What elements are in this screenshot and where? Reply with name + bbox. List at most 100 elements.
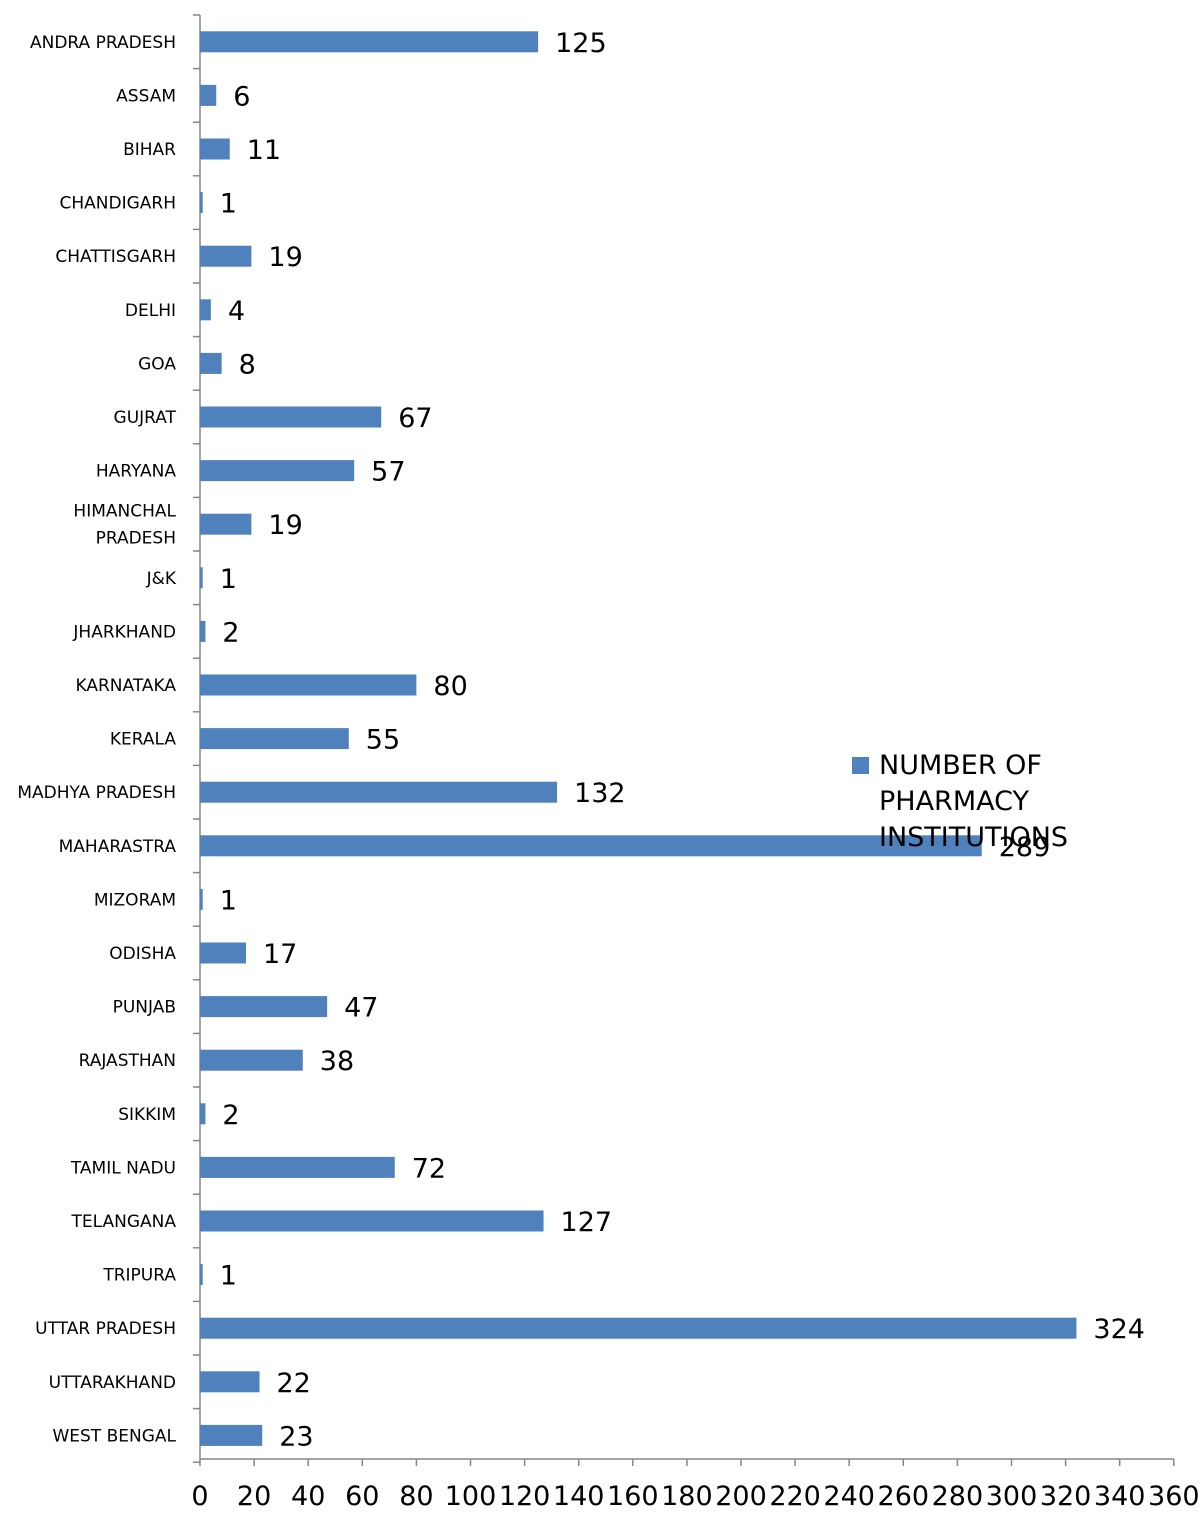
category-label: DELHI [125, 301, 176, 321]
x-tick-label: 260 [878, 1481, 930, 1512]
x-tick-label: 160 [607, 1481, 659, 1512]
category-label: KARNATAKA [76, 676, 177, 696]
bar [200, 728, 349, 750]
data-label: 17 [263, 939, 297, 970]
data-label: 67 [398, 403, 432, 434]
category-label: J&K [146, 569, 177, 589]
category-label-line: UTTAR PRADESH [35, 1319, 176, 1339]
category-label: ASSAM [116, 86, 176, 106]
bar [200, 1317, 1077, 1339]
data-label: 19 [268, 510, 302, 541]
category-label: JHARKHAND [72, 622, 176, 642]
category-label: ANDRA PRADESH [30, 33, 176, 53]
data-label: 80 [433, 671, 467, 702]
data-label: 132 [574, 778, 626, 809]
category-label-line: ANDRA PRADESH [30, 33, 176, 53]
data-label: 55 [366, 725, 400, 756]
bar [200, 352, 222, 374]
data-label: 2 [222, 617, 239, 648]
bar [200, 942, 246, 964]
bar [200, 192, 203, 214]
x-tick-label: 220 [769, 1481, 821, 1512]
data-label: 38 [320, 1046, 354, 1077]
category-label-line: TRIPURA [102, 1266, 176, 1286]
category-label: BIHAR [123, 140, 176, 160]
category-label: KERALA [110, 730, 177, 750]
data-label: 6 [233, 81, 250, 112]
category-label-line: J&K [146, 569, 177, 589]
category-label-line: HIMANCHAL [73, 502, 176, 522]
data-label: 19 [268, 242, 302, 273]
bar [200, 996, 328, 1018]
category-label-line: DELHI [125, 301, 176, 321]
x-tick-label: 280 [932, 1481, 984, 1512]
data-label: 72 [412, 1153, 446, 1184]
x-tick-label: 80 [399, 1481, 433, 1512]
category-label: CHANDIGARH [59, 194, 176, 214]
data-label: 1 [220, 564, 237, 595]
legend-label-line-1: NUMBER OF PHARMACY [879, 750, 1042, 817]
data-label: 4 [228, 296, 245, 327]
category-label: CHATTISGARH [55, 247, 176, 267]
x-tick-label: 100 [445, 1481, 497, 1512]
category-label-line: HARYANA [96, 462, 177, 482]
bar [200, 835, 982, 857]
data-label: 8 [239, 349, 256, 380]
category-label: MADHYA PRADESH [17, 783, 176, 803]
category-label: HIMANCHAL PRADESH [73, 502, 176, 549]
category-label-line: UTTARAKHAND [49, 1373, 176, 1393]
category-label-line: GOA [138, 354, 176, 374]
data-label: 125 [555, 28, 607, 59]
legend-label: NUMBER OF PHARMACY INSTITUTIONS [879, 748, 1198, 856]
x-tick-label: 320 [1040, 1481, 1092, 1512]
bar [200, 460, 355, 482]
bar [200, 1264, 203, 1286]
data-label: 1 [220, 885, 237, 916]
bar [200, 1156, 395, 1178]
data-label: 127 [561, 1207, 613, 1238]
data-label: 47 [344, 993, 378, 1024]
x-tick-label: 300 [986, 1481, 1038, 1512]
category-label-line: ASSAM [116, 86, 176, 106]
category-label-line: BIHAR [123, 140, 176, 160]
category-label: MAHARASTRA [59, 837, 177, 857]
bar [200, 1371, 260, 1393]
x-tick-label: 40 [291, 1481, 325, 1512]
bar [200, 567, 203, 589]
x-tick-label: 20 [237, 1481, 271, 1512]
bar [200, 245, 252, 267]
category-label: PUNJAB [113, 998, 176, 1018]
data-label: 23 [279, 1421, 313, 1452]
category-label: UTTARAKHAND [49, 1373, 176, 1393]
x-tick-label: 240 [823, 1481, 875, 1512]
category-label: RAJASTHAN [79, 1051, 176, 1071]
category-label-line: PUNJAB [113, 998, 176, 1018]
category-label-line: KARNATAKA [76, 676, 177, 696]
data-label: 1 [220, 189, 237, 220]
x-tick-label: 140 [553, 1481, 605, 1512]
category-label-line: KERALA [110, 730, 177, 750]
bar [200, 781, 558, 803]
x-tick-label: 180 [661, 1481, 713, 1512]
category-label-line: WEST BENGAL [52, 1426, 176, 1446]
category-label: WEST BENGAL [52, 1426, 176, 1446]
category-label: ODISHA [109, 944, 176, 964]
bar [200, 1103, 206, 1125]
x-tick-label: 360 [1148, 1481, 1200, 1512]
category-label: TAMIL NADU [70, 1158, 176, 1178]
data-label: 11 [247, 135, 281, 166]
category-label-line: MAHARASTRA [59, 837, 177, 857]
category-label-line: CHANDIGARH [59, 194, 176, 214]
bar [200, 674, 417, 696]
category-label-line: RAJASTHAN [79, 1051, 176, 1071]
x-tick-label: 60 [345, 1481, 379, 1512]
bar [200, 1210, 544, 1232]
data-label: 289 [999, 832, 1051, 863]
legend-swatch [852, 757, 869, 774]
data-label: 22 [277, 1368, 311, 1399]
data-label: 324 [1093, 1314, 1145, 1345]
x-tick-label: 200 [715, 1481, 767, 1512]
category-label: GOA [138, 354, 176, 374]
category-label-line: MIZORAM [94, 890, 176, 910]
